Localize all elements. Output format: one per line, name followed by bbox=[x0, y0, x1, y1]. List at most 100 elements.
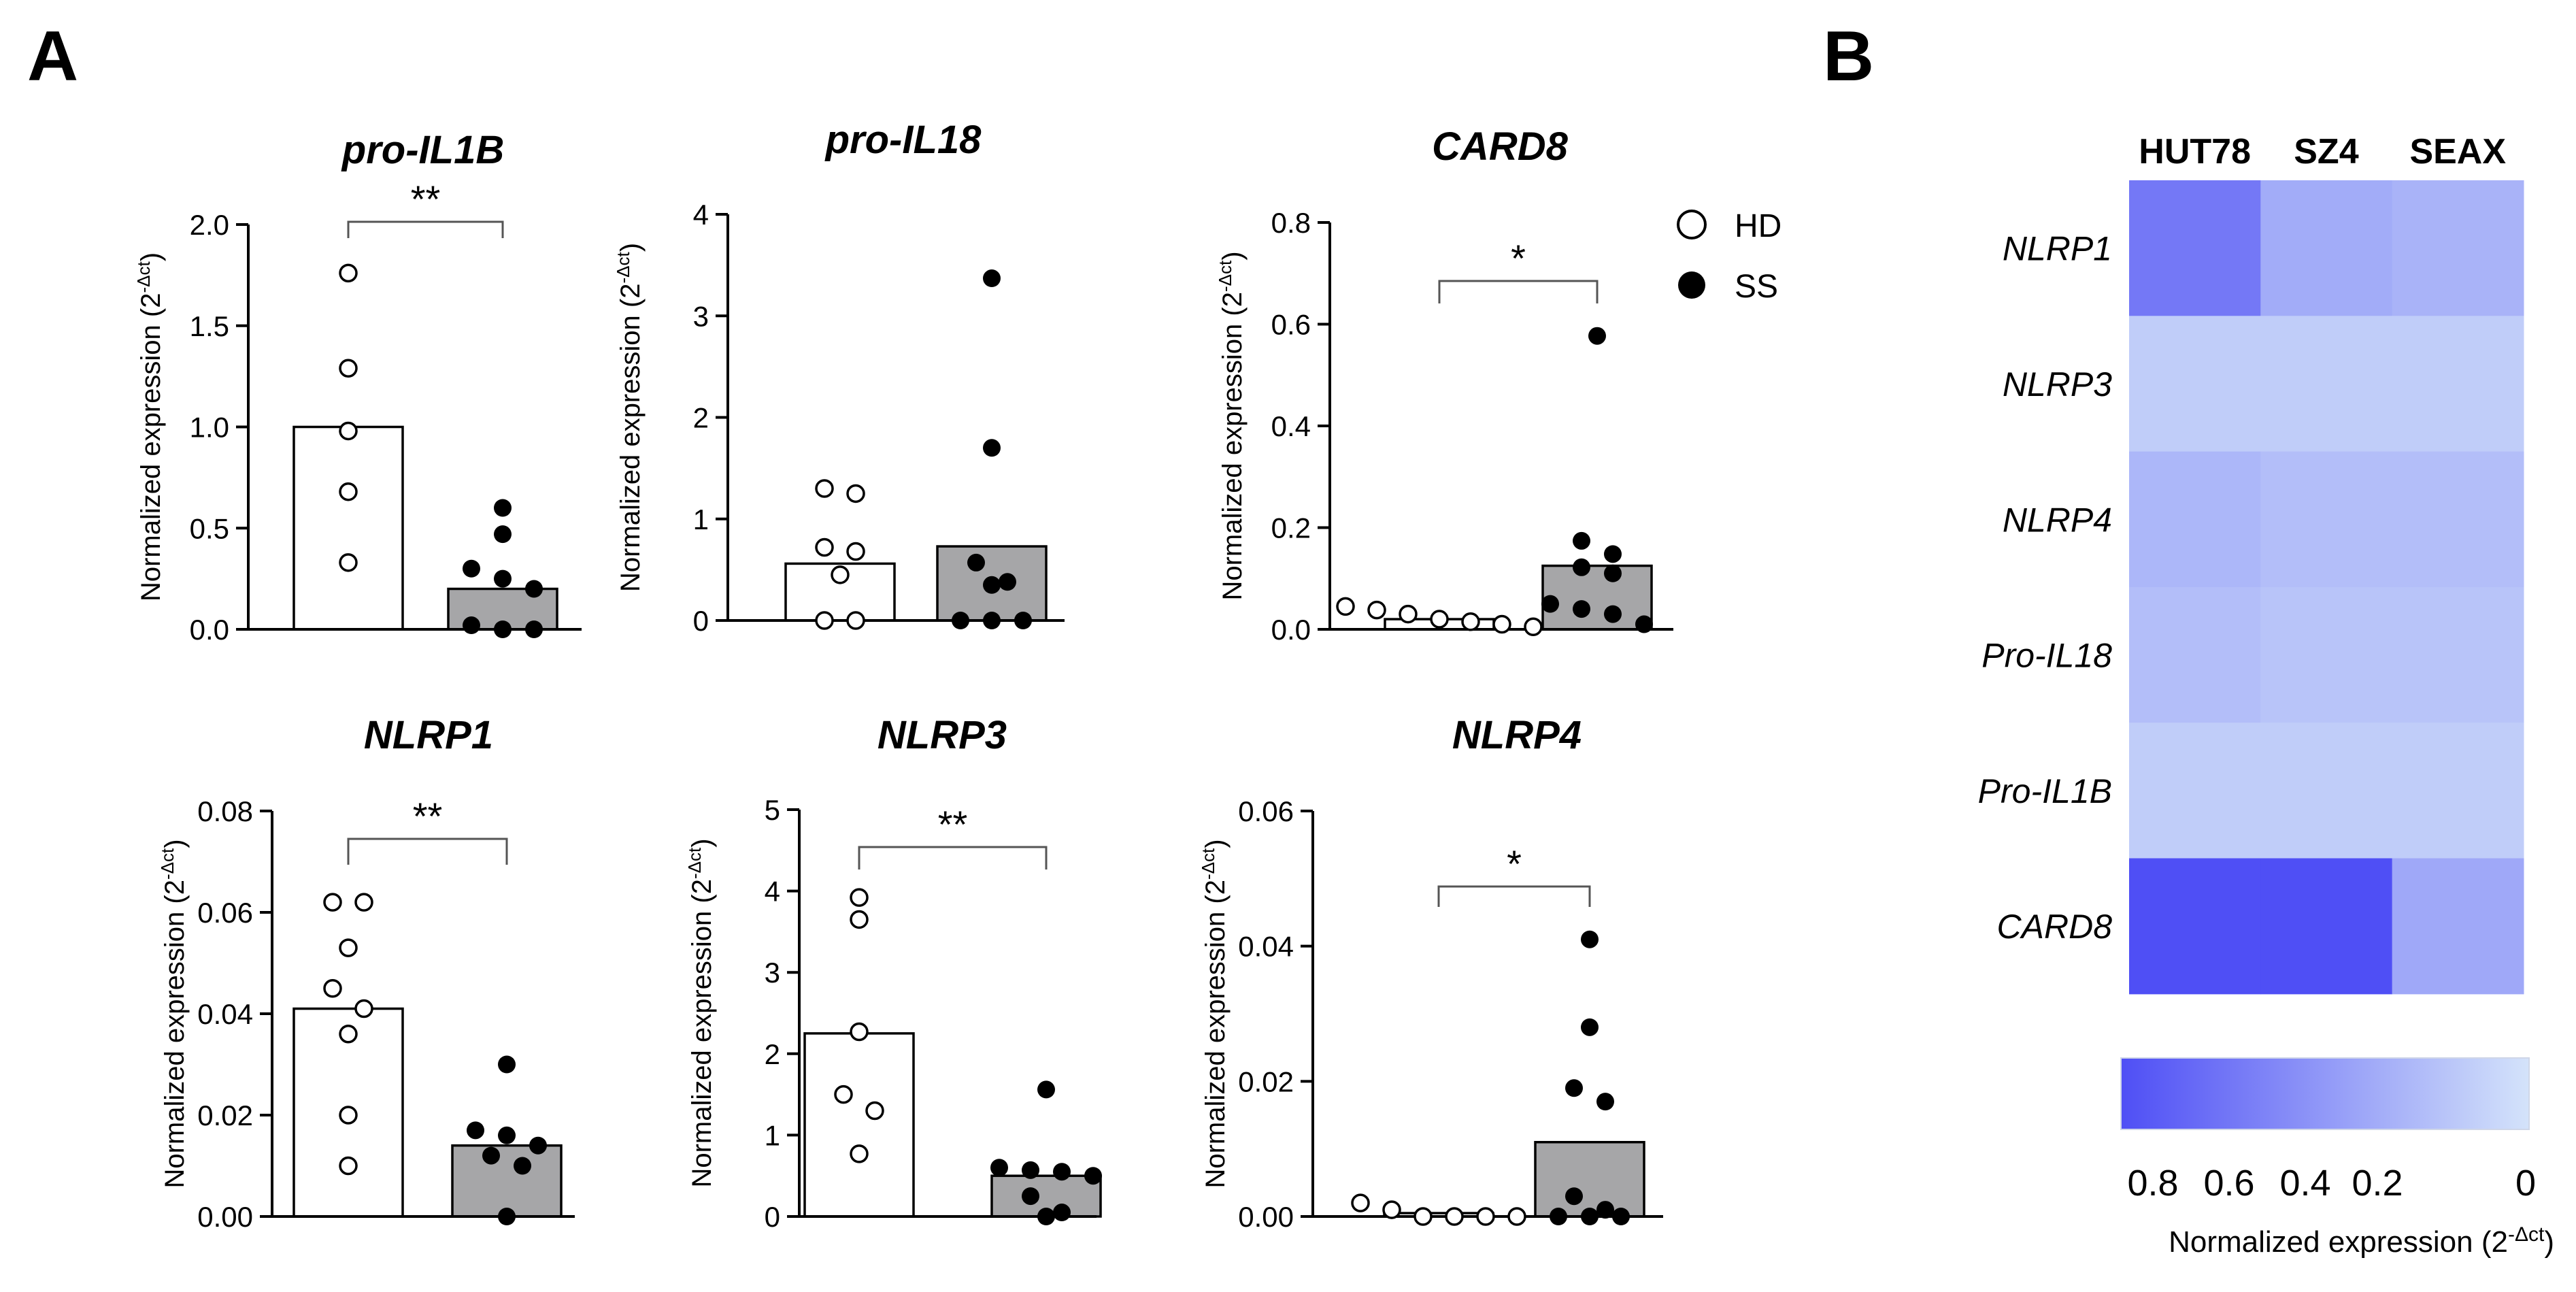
heatmap-panel: HUT78 SZ4 SEAX NLRP1 NLRP3 NLRP4 Pro-IL18 Pro-I… bbox=[1978, 132, 2524, 995]
data-point-ss bbox=[1581, 1018, 1599, 1036]
data-point-hd bbox=[1524, 617, 1543, 637]
data-point-hd bbox=[1414, 1207, 1433, 1226]
y-tick-label: 0 bbox=[693, 605, 709, 637]
data-point-hd bbox=[354, 893, 373, 912]
data-point-hd bbox=[1507, 1207, 1526, 1226]
chart-title: NLRP3 bbox=[877, 713, 1007, 757]
chart-nlrp3: NLRP3 Normalized expression (2-Δct) 0 1 2 3 4 5… bbox=[684, 713, 1102, 1233]
data-point-ss bbox=[983, 269, 1001, 288]
colorbar-bar bbox=[2120, 1057, 2530, 1130]
data-point-ss bbox=[529, 1136, 547, 1155]
data-point-hd bbox=[1336, 597, 1355, 616]
data-point-ss bbox=[498, 1055, 516, 1074]
heatmap-row-pro-il18: Pro-IL18 bbox=[1981, 637, 2112, 675]
y-tick-label: 0.04 bbox=[197, 998, 253, 1030]
heatmap-cell bbox=[2392, 858, 2524, 995]
heatmap-cell bbox=[2260, 586, 2393, 723]
heatmap-cell bbox=[2260, 180, 2393, 316]
y-tick-label: 0.2 bbox=[1271, 512, 1311, 544]
data-point-hd bbox=[1445, 1207, 1464, 1226]
y-tick-label: 1 bbox=[765, 1119, 780, 1151]
data-point-hd bbox=[846, 484, 865, 503]
data-point-hd bbox=[1367, 600, 1386, 620]
heatmap-cell bbox=[2129, 316, 2261, 452]
heatmap-cell bbox=[2260, 316, 2393, 452]
colorbar-label: Normalized expression (2-Δct) bbox=[2169, 1223, 2554, 1259]
data-point-ss bbox=[1612, 1208, 1630, 1225]
data-point-ss bbox=[1581, 930, 1599, 948]
y-tick-label: 0.02 bbox=[197, 1099, 253, 1131]
legend: HD SS bbox=[1677, 208, 1782, 305]
heatmap-cell bbox=[2392, 723, 2524, 859]
data-point-hd bbox=[354, 999, 373, 1018]
heatmap-cell bbox=[2129, 180, 2261, 316]
heatmap-cell bbox=[2260, 723, 2393, 859]
significance-label: ** bbox=[413, 795, 443, 838]
data-point-ss bbox=[1541, 595, 1559, 613]
data-point-hd bbox=[850, 1144, 869, 1163]
y-tick-label: 3 bbox=[765, 957, 780, 989]
y-tick-label: 2 bbox=[693, 402, 709, 434]
y-axis-label: Normalized expression (2-Δct) bbox=[684, 838, 717, 1187]
chart-title: NLRP1 bbox=[364, 713, 493, 757]
heatmap-row-nlrp1: NLRP1 bbox=[2003, 230, 2112, 268]
heatmap-column-hut78: HUT78 bbox=[2139, 132, 2251, 171]
heatmap-cell bbox=[2260, 451, 2393, 588]
significance-label: ** bbox=[411, 178, 441, 220]
data-point-ss bbox=[463, 616, 480, 635]
chart-nlrp1: NLRP1 Normalized expression (2-Δct)0.00 0.… bbox=[157, 713, 575, 1233]
data-point-ss bbox=[983, 439, 1001, 457]
heatmap-column-sz4: SZ4 bbox=[2294, 132, 2358, 171]
y-tick-label: 0.6 bbox=[1271, 309, 1311, 341]
y-tick-label: 4 bbox=[693, 199, 709, 231]
data-point-ss bbox=[482, 1146, 500, 1165]
data-point-ss bbox=[494, 525, 512, 544]
legend-marker-hd bbox=[1677, 210, 1707, 239]
significance-bracket bbox=[1438, 280, 1599, 303]
data-point-ss bbox=[525, 620, 543, 638]
y-tick-label: 0.5 bbox=[190, 512, 229, 544]
data-point-ss bbox=[999, 573, 1016, 591]
data-point-ss bbox=[967, 553, 985, 572]
colorbar-tick-label: 0.4 bbox=[2279, 1163, 2330, 1204]
data-point-hd bbox=[339, 482, 358, 501]
data-point-hd bbox=[1461, 612, 1480, 631]
y-tick-label: 4 bbox=[765, 876, 780, 908]
bar-ss bbox=[1534, 1140, 1645, 1218]
data-point-hd bbox=[865, 1101, 884, 1121]
y-tick-label: 1.5 bbox=[190, 310, 229, 342]
significance-bracket bbox=[858, 846, 1048, 869]
colorbar-tick-label: 0 bbox=[2515, 1163, 2536, 1204]
data-point-ss bbox=[514, 1157, 531, 1175]
data-point-hd bbox=[846, 542, 865, 561]
data-point-ss bbox=[1022, 1187, 1039, 1206]
data-point-hd bbox=[339, 263, 358, 283]
heatmap-row-nlrp3: NLRP3 bbox=[2003, 365, 2112, 403]
data-point-ss bbox=[983, 576, 1001, 594]
y-tick-label: 0.0 bbox=[190, 614, 229, 646]
data-point-hd bbox=[339, 1025, 358, 1044]
data-point-hd bbox=[834, 1084, 853, 1104]
data-point-ss bbox=[494, 499, 512, 517]
data-point-ss bbox=[983, 612, 1001, 629]
data-point-hd bbox=[850, 888, 869, 907]
y-axis-label: Normalized expression (2-Δct) bbox=[613, 243, 646, 592]
chart-pro-il18: pro-IL18 Normalized expression (2-Δct) 0 1 2… bbox=[613, 118, 1065, 637]
data-point-ss bbox=[1084, 1167, 1102, 1185]
data-point-ss bbox=[1604, 545, 1622, 563]
data-point-hd bbox=[339, 938, 358, 957]
data-point-ss bbox=[463, 559, 480, 578]
bar-hd bbox=[803, 1032, 915, 1218]
data-point-hd bbox=[1351, 1193, 1370, 1212]
data-point-hd bbox=[846, 611, 865, 630]
heatmap-cell bbox=[2392, 316, 2524, 452]
significance-label: ** bbox=[938, 803, 968, 846]
data-point-ss bbox=[1604, 564, 1622, 582]
chart-title: pro-IL1B bbox=[341, 128, 504, 172]
data-point-hd bbox=[850, 1022, 869, 1042]
y-tick-label: 0.06 bbox=[1238, 795, 1294, 827]
heatmap-cell bbox=[2129, 858, 2261, 995]
chart-nlrp4: NLRP4 Normalized expression (2-Δct)0.00 0.… bbox=[1198, 713, 1663, 1233]
y-tick-label: 0.04 bbox=[1238, 931, 1294, 963]
